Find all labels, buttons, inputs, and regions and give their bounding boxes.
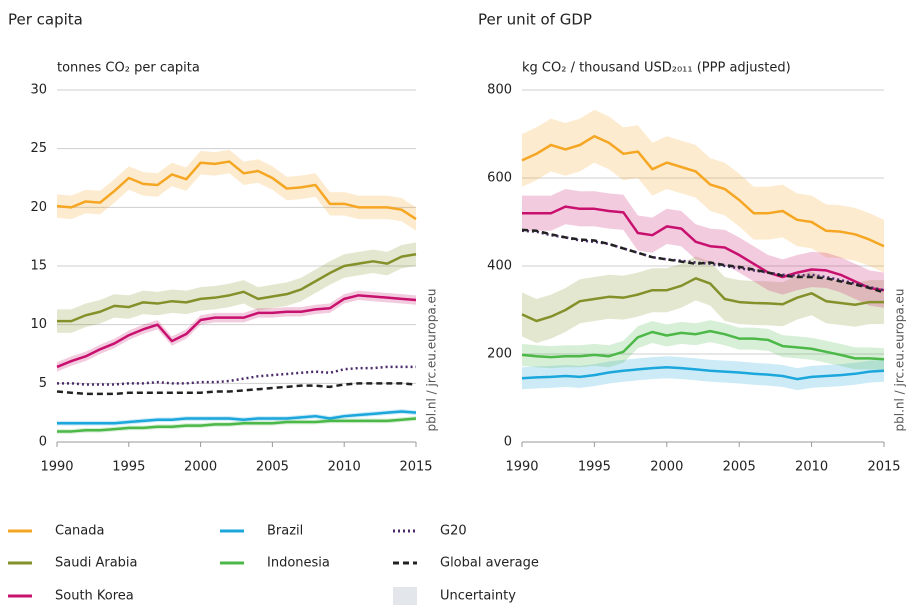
uncertainty-band	[57, 290, 416, 372]
x-tick-label: 2005	[256, 460, 289, 475]
y-tick-label: 400	[487, 259, 512, 274]
legend-label: South Korea	[55, 589, 134, 604]
x-tick-label: 2005	[723, 460, 756, 475]
uncertainty-band	[57, 149, 416, 231]
x-tick-label: 2000	[184, 460, 217, 475]
uncertainty-band	[57, 242, 416, 333]
uncertainty-band	[522, 256, 884, 343]
y-axis-label: kg CO₂ / thousand USD₂₀₁₁ (PPP adjusted)	[522, 61, 791, 76]
series-line	[57, 365, 416, 386]
series-line	[56, 382, 417, 396]
series-line	[521, 365, 885, 381]
series-line	[521, 277, 884, 323]
series-line	[56, 160, 417, 221]
x-tick-label: 2015	[399, 460, 432, 475]
series-line	[56, 294, 417, 369]
series-line	[521, 329, 885, 361]
uncertainty-band	[522, 109, 884, 273]
legend-label: Brazil	[267, 524, 303, 539]
y-tick-label: 0	[504, 435, 512, 450]
series-line	[521, 134, 885, 248]
y-tick-label: 10	[30, 317, 47, 332]
x-tick-label: 1995	[112, 460, 145, 475]
source-note: pbl.nl / jrc.eu.europa.eu	[425, 289, 439, 432]
x-tick-label: 2010	[328, 460, 361, 475]
x-tick-label: 1995	[578, 460, 611, 475]
y-tick-label: 20	[30, 200, 47, 215]
x-tick-label: 1990	[505, 460, 538, 475]
y-tick-label: 800	[487, 83, 512, 98]
x-tick-label: 2000	[650, 460, 683, 475]
y-tick-label: 0	[39, 435, 47, 450]
panel-title: Per capita	[8, 11, 83, 29]
series-line	[57, 410, 417, 425]
legend-label: Saudi Arabia	[55, 556, 138, 571]
y-axis-label: tonnes CO₂ per capita	[57, 61, 200, 76]
y-tick-label: 5	[39, 376, 47, 391]
legend-label: Indonesia	[267, 556, 330, 571]
uncertainty-band	[522, 189, 884, 308]
legend-label: G20	[440, 524, 467, 539]
legend-swatch	[393, 587, 417, 605]
y-tick-label: 25	[30, 141, 47, 156]
x-tick-label: 2010	[795, 460, 828, 475]
series-line	[521, 228, 885, 294]
uncertainty-band	[522, 320, 884, 371]
x-tick-label: 2015	[867, 460, 900, 475]
x-tick-label: 1990	[40, 460, 73, 475]
legend-label: Uncertainty	[440, 589, 516, 604]
y-tick-label: 200	[487, 347, 512, 362]
source-note: pbl.nl / jrc.eu.europa.eu	[893, 289, 906, 432]
y-tick-label: 30	[30, 83, 47, 98]
legend-label: Global average	[440, 556, 539, 571]
series-line	[57, 253, 417, 323]
series-line	[522, 205, 885, 292]
uncertainty-band	[522, 356, 884, 391]
series-line	[57, 417, 417, 433]
legend-label: Canada	[55, 524, 104, 539]
y-tick-label: 15	[30, 259, 47, 274]
y-tick-label: 600	[487, 171, 512, 186]
panel-title: Per unit of GDP	[478, 11, 592, 29]
